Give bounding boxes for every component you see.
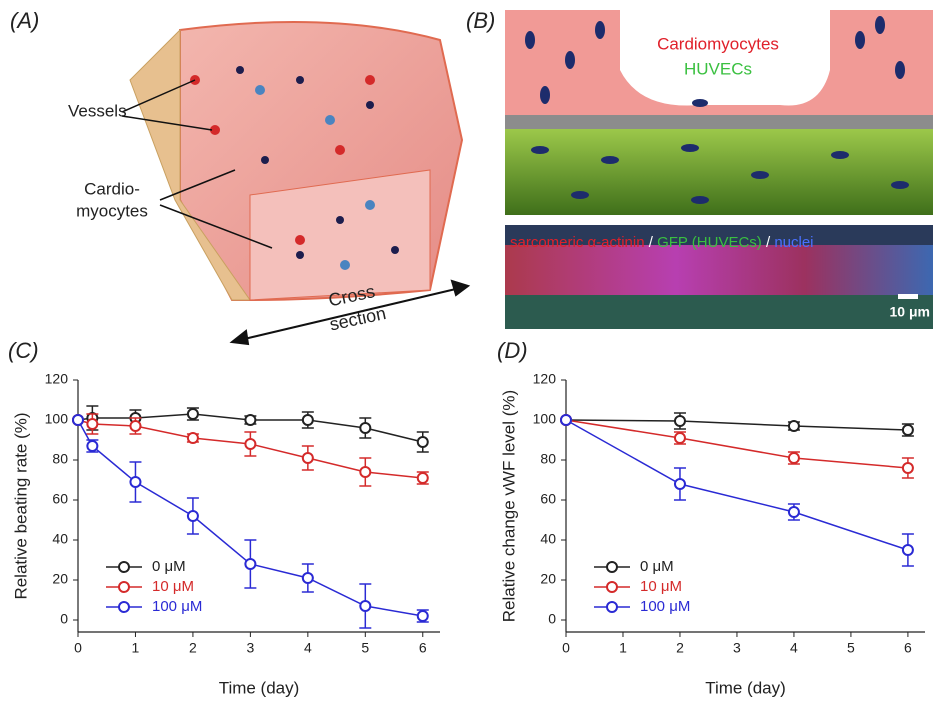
panel-label: (C) <box>8 338 39 363</box>
data-point <box>130 477 140 487</box>
data-point <box>903 463 913 473</box>
y-tick-label: 100 <box>533 411 557 427</box>
data-point <box>87 419 97 429</box>
data-point <box>303 453 313 463</box>
y-tick-label: 120 <box>533 371 557 387</box>
x-tick-label: 0 <box>562 640 570 656</box>
y-tick-label: 0 <box>548 611 556 627</box>
data-point <box>789 421 799 431</box>
data-point <box>903 545 913 555</box>
legend-marker <box>607 582 617 592</box>
annotation: HUVECs <box>684 59 752 78</box>
stain: GFP (HUVECs) <box>657 234 762 251</box>
y-tick-label: 20 <box>52 571 68 587</box>
legend-label: 10 μM <box>152 578 194 595</box>
x-axis-title: Time (day) <box>705 678 786 697</box>
x-tick-label: 3 <box>246 640 254 656</box>
x-tick-label: 3 <box>733 640 741 656</box>
data-point <box>130 421 140 431</box>
annotation: Cardiomyocytes <box>657 34 779 53</box>
y-tick-label: 80 <box>52 451 68 467</box>
legend-marker <box>607 602 617 612</box>
data-point <box>87 441 97 451</box>
x-tick-label: 6 <box>419 640 427 656</box>
panel-label: (B) <box>466 8 495 33</box>
y-tick-label: 100 <box>45 411 69 427</box>
annotation: Cardio- <box>84 179 140 198</box>
legend-label: 10 μM <box>640 578 682 595</box>
x-tick-label: 2 <box>676 640 684 656</box>
data-point <box>675 416 685 426</box>
data-point <box>903 425 913 435</box>
x-tick-label: 4 <box>790 640 798 656</box>
data-point <box>360 601 370 611</box>
legend-marker <box>607 562 617 572</box>
tissue-illustration <box>130 22 462 300</box>
panel-label: (A) <box>10 8 39 33</box>
legend-label: 100 μM <box>640 598 690 615</box>
x-tick-label: 6 <box>904 640 912 656</box>
legend-label: 0 μM <box>152 558 186 575</box>
y-tick-label: 20 <box>540 571 556 587</box>
x-tick-label: 2 <box>189 640 197 656</box>
scale-bar-label: 10 μm <box>890 304 930 320</box>
data-point <box>303 573 313 583</box>
y-tick-label: 40 <box>540 531 556 547</box>
data-point <box>188 511 198 521</box>
data-point <box>561 415 571 425</box>
data-point <box>360 423 370 433</box>
x-tick-label: 5 <box>847 640 855 656</box>
legend-marker <box>119 602 129 612</box>
x-tick-label: 4 <box>304 640 312 656</box>
stain: nuclei <box>774 234 813 251</box>
y-axis-title: Relative change vWF level (%) <box>499 390 518 622</box>
data-point <box>418 437 428 447</box>
y-tick-label: 80 <box>540 451 556 467</box>
x-tick-label: 1 <box>619 640 627 656</box>
x-tick-label: 0 <box>74 640 82 656</box>
legend-label: 100 μM <box>152 598 202 615</box>
y-tick-label: 0 <box>60 611 68 627</box>
data-point <box>245 439 255 449</box>
x-tick-label: 5 <box>361 640 369 656</box>
data-point <box>188 409 198 419</box>
stain-separator: / <box>766 234 771 251</box>
stain-separator: / <box>649 234 654 251</box>
data-point <box>675 479 685 489</box>
data-point <box>418 473 428 483</box>
data-point <box>188 433 198 443</box>
data-point <box>245 415 255 425</box>
x-tick-label: 1 <box>132 640 140 656</box>
data-point <box>245 559 255 569</box>
y-tick-label: 60 <box>52 491 68 507</box>
data-point <box>418 611 428 621</box>
legend-marker <box>119 582 129 592</box>
data-point <box>73 415 83 425</box>
legend-label: 0 μM <box>640 558 674 575</box>
data-point <box>675 433 685 443</box>
series-line <box>566 420 908 468</box>
data-point <box>303 415 313 425</box>
panel-label: (D) <box>497 338 528 363</box>
data-point <box>789 453 799 463</box>
stain: sarcomeric α-actinin <box>510 234 645 251</box>
culture-illustration <box>505 10 933 329</box>
y-tick-label: 40 <box>52 531 68 547</box>
y-tick-label: 60 <box>540 491 556 507</box>
legend-marker <box>119 562 129 572</box>
series-line <box>566 420 908 550</box>
annotation: Vessels <box>68 101 127 120</box>
data-point <box>789 507 799 517</box>
annotation: myocytes <box>76 201 148 220</box>
x-axis-title: Time (day) <box>219 678 300 697</box>
stain-legend: sarcomeric α-actinin / GFP (HUVECs) / nu… <box>510 234 814 251</box>
figure: (A) Vessels Cardio- myocytes Cross secti… <box>0 0 937 707</box>
y-axis-title: Relative beating rate (%) <box>11 412 30 599</box>
y-tick-label: 120 <box>45 371 69 387</box>
data-point <box>360 467 370 477</box>
